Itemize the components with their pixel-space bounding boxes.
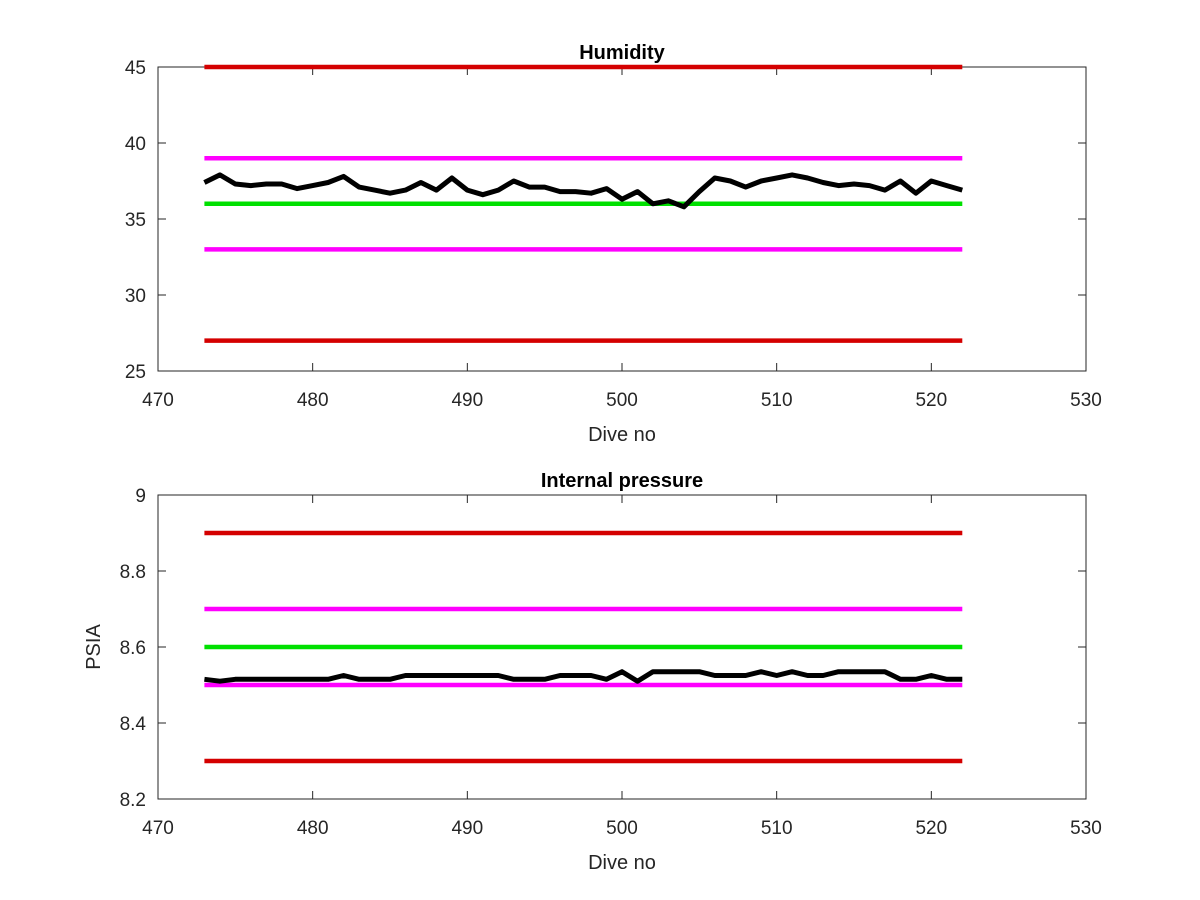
y-tick-label: 8.8 <box>120 562 146 583</box>
x-tick-label: 490 <box>451 818 483 839</box>
x-axis-label: Dive no <box>588 852 656 874</box>
chart-title: Internal pressure <box>541 470 703 492</box>
chart-title: Humidity <box>579 42 665 64</box>
y-tick-label: 35 <box>125 210 146 231</box>
x-tick-label: 470 <box>142 390 174 411</box>
x-tick-label: 510 <box>761 390 793 411</box>
x-axis-label: Dive no <box>588 424 656 446</box>
y-tick-label: 8.4 <box>120 714 147 735</box>
chart-panel-2: 470 480 490 500 510 520 530 8.2 8.4 8.6 8.8 9 Intern… <box>83 470 1102 874</box>
x-tick-label: 520 <box>915 390 947 411</box>
data-series-line <box>203 172 963 210</box>
x-tick-label: 530 <box>1070 390 1102 411</box>
chart-panel-1: 470 480 490 500 510 520 530 25 30 35 40 45 Humidity D… <box>125 42 1102 446</box>
y-tick-label: 40 <box>125 134 146 155</box>
x-tick-label: 490 <box>451 390 483 411</box>
y-axis-label: PSIA <box>83 624 105 670</box>
x-tick-label: 530 <box>1070 818 1102 839</box>
plot-frame <box>157 66 1087 372</box>
y-tick-label: 30 <box>125 286 146 307</box>
x-tick-label: 480 <box>297 818 329 839</box>
x-tick-label: 500 <box>606 390 638 411</box>
x-tick-label: 500 <box>606 818 638 839</box>
x-tick-label: 470 <box>142 818 174 839</box>
x-tick-label: 480 <box>297 390 329 411</box>
y-tick-label: 45 <box>125 58 146 79</box>
x-tick-label: 510 <box>761 818 793 839</box>
y-tick-label: 8.6 <box>120 638 146 659</box>
y-tick-label: 25 <box>125 362 146 383</box>
data-series-line <box>204 669 963 684</box>
y-tick-label: 9 <box>135 486 146 507</box>
x-tick-label: 520 <box>915 818 947 839</box>
y-tick-label: 8.2 <box>120 790 146 811</box>
